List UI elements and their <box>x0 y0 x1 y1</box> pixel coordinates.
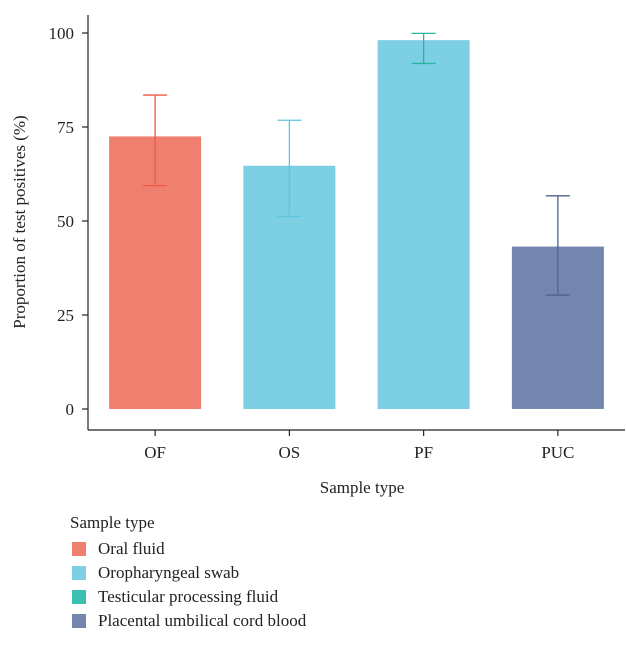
bar-chart: 0 25 50 75 100 OF OS PF PUC Proportion of test … <box>10 15 625 497</box>
x-tick-label: OS <box>279 443 301 462</box>
legend-label: Testicular processing fluid <box>98 587 279 606</box>
y-tick-label: 0 <box>66 400 75 419</box>
x-axis-title: Sample type <box>320 478 405 497</box>
y-axis-title: Proportion of test positives (%) <box>10 115 29 328</box>
x-tick-label: PUC <box>541 443 574 462</box>
legend-item-testicular-processing-fluid: Testicular processing fluid <box>72 585 306 609</box>
legend-label: Placental umbilical cord blood <box>98 611 307 630</box>
y-tick-label: 25 <box>57 306 74 325</box>
legend-title: Sample type <box>70 513 155 532</box>
y-tick-label: 50 <box>57 212 74 231</box>
x-ticks-group: OF OS PF PUC <box>144 430 574 462</box>
legend-item-oral-fluid: Oral fluid <box>72 537 306 561</box>
bars-group <box>109 40 604 409</box>
y-tick-label: 75 <box>57 118 74 137</box>
error-bars-group <box>143 32 570 296</box>
legend-label: Oral fluid <box>98 539 165 558</box>
legend-swatch <box>72 542 86 556</box>
bar-pf <box>377 40 470 409</box>
legend-swatch <box>72 590 86 604</box>
legend-item-oropharyngeal-swab: Oropharyngeal swab <box>72 561 306 585</box>
legend-swatch <box>72 566 86 580</box>
legend-swatch <box>72 614 86 628</box>
x-tick-label: OF <box>144 443 166 462</box>
legend-item-placental-umbilical-cord-blood: Placental umbilical cord blood <box>72 609 306 633</box>
x-tick-label: PF <box>414 443 433 462</box>
legend-label: Oropharyngeal swab <box>98 563 240 582</box>
y-ticks-group: 0 25 50 75 100 <box>49 24 88 419</box>
legend: Sample type Oral fluid Oropharyngeal swa… <box>70 513 306 633</box>
y-tick-label: 100 <box>49 24 75 43</box>
